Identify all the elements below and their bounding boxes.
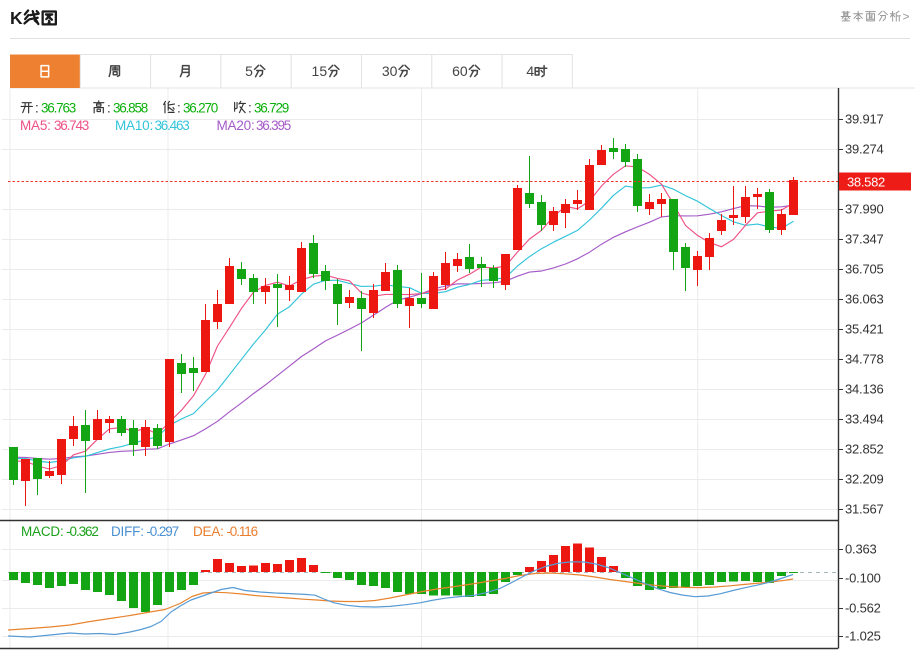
- svg-text:36.858: 36.858: [113, 101, 148, 116]
- svg-text:MA5:: MA5:: [20, 118, 51, 133]
- svg-text:31.567: 31.567: [845, 502, 884, 517]
- svg-text:32.209: 32.209: [845, 472, 884, 487]
- svg-text:35.421: 35.421: [845, 322, 884, 337]
- svg-text:36.063: 36.063: [845, 292, 884, 307]
- svg-text:K: K: [10, 8, 23, 28]
- svg-text:32.852: 32.852: [845, 442, 884, 457]
- svg-text:-0.100: -0.100: [845, 571, 881, 586]
- svg-text:-1.025: -1.025: [845, 629, 881, 644]
- svg-text::: :: [107, 101, 111, 116]
- svg-text:36.729: 36.729: [254, 101, 289, 116]
- svg-text:37.347: 37.347: [845, 232, 884, 247]
- svg-text:37.990: 37.990: [845, 202, 884, 217]
- svg-text:DIFF: -0.297: DIFF: -0.297: [111, 524, 179, 539]
- svg-text:5: 5: [245, 63, 253, 79]
- svg-text:34.136: 34.136: [845, 382, 884, 397]
- svg-text:4: 4: [526, 63, 534, 79]
- svg-text:33.494: 33.494: [845, 412, 884, 427]
- svg-text::: :: [177, 101, 181, 116]
- svg-text:MA20:: MA20:: [217, 118, 255, 133]
- svg-text:36.463: 36.463: [155, 118, 190, 133]
- svg-text:34.778: 34.778: [845, 352, 884, 367]
- svg-text:-0.562: -0.562: [845, 601, 881, 616]
- svg-text::: :: [248, 101, 252, 116]
- svg-text:39.274: 39.274: [845, 142, 884, 157]
- svg-text:DEA: -0.116: DEA: -0.116: [193, 524, 258, 539]
- svg-text:36.270: 36.270: [183, 101, 218, 116]
- svg-text:38.582: 38.582: [847, 175, 885, 190]
- svg-text:39.917: 39.917: [845, 112, 884, 127]
- svg-text:36.395: 36.395: [256, 118, 291, 133]
- svg-text:60: 60: [452, 63, 468, 79]
- svg-text:MACD: -0.362: MACD: -0.362: [21, 524, 98, 539]
- svg-text:>: >: [903, 10, 910, 24]
- svg-text:MA10:: MA10:: [115, 118, 153, 133]
- svg-text:36.705: 36.705: [845, 262, 884, 277]
- svg-text:36.743: 36.743: [54, 118, 89, 133]
- svg-text:36.763: 36.763: [41, 101, 76, 116]
- svg-text:30: 30: [382, 63, 398, 79]
- svg-text:0.363: 0.363: [845, 542, 877, 557]
- svg-text::: :: [35, 101, 39, 116]
- svg-text:15: 15: [312, 63, 328, 79]
